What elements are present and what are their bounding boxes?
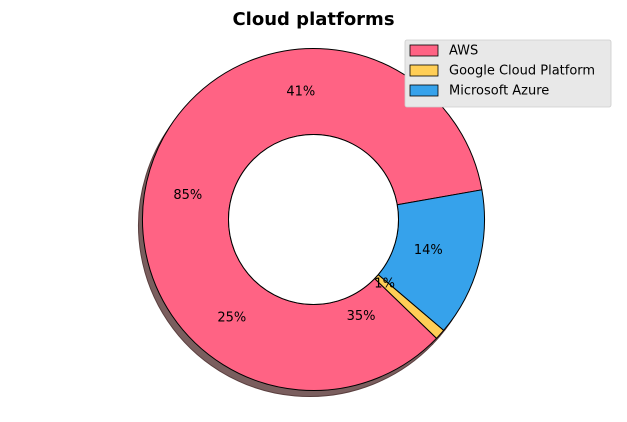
donut-slices xyxy=(142,48,485,391)
slice-label: 85% xyxy=(173,188,202,203)
chart-legend: AWS Google Cloud Platform Microsoft Azure xyxy=(404,39,612,108)
slice-label: 41% xyxy=(286,85,315,100)
slice-labels: 41% 85% 25% 35% 1% 14% xyxy=(173,85,442,326)
legend-swatch-aws xyxy=(409,44,439,57)
slice-label: 35% xyxy=(347,309,376,324)
chart-title: Cloud platforms xyxy=(232,9,394,30)
legend-swatch-microsoft-azure xyxy=(409,84,439,97)
legend-label-google-cloud-platform: Google Cloud Platform xyxy=(449,64,595,79)
slice-label: 14% xyxy=(414,243,443,258)
donut-hole xyxy=(228,134,399,305)
slice-label: 1% xyxy=(374,276,395,291)
legend-swatch-google-cloud-platform xyxy=(409,64,439,77)
legend-frame xyxy=(404,39,612,108)
legend-label-microsoft-azure: Microsoft Azure xyxy=(449,84,549,99)
legend-label-aws: AWS xyxy=(449,44,478,59)
slice-label: 25% xyxy=(217,311,246,326)
